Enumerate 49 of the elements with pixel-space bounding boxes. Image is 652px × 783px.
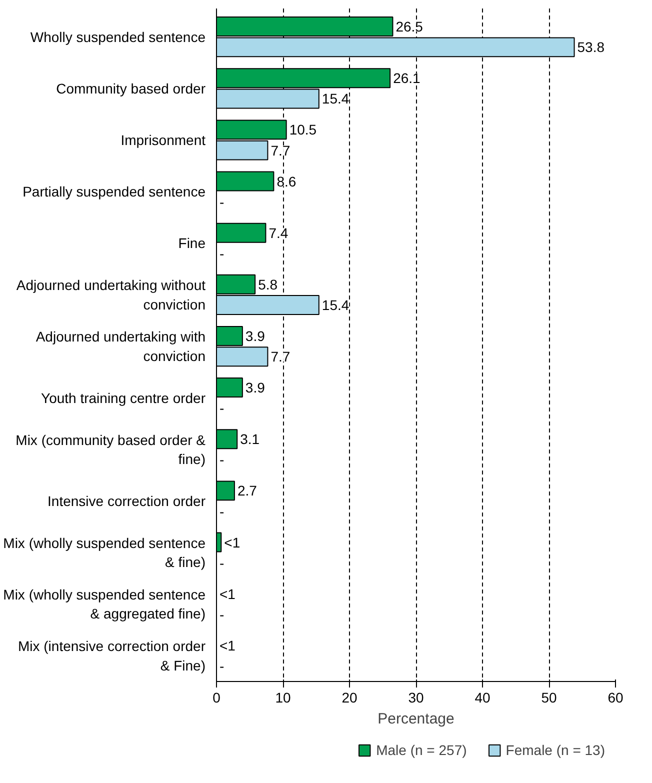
data-label: 7.7 (270, 348, 290, 365)
y-tick-label: Imprisonment (120, 132, 206, 148)
y-tick-label: Community based order (56, 80, 206, 96)
data-label: 15.4 (322, 90, 350, 107)
y-tick-label: Adjourned undertaking with conviction (36, 328, 206, 364)
legend-label: Male (n = 257) (376, 742, 467, 758)
y-tick-label: Mix (intensive correction order & Fine) (18, 638, 206, 674)
data-label: 26.5 (396, 18, 424, 35)
x-tick-label: 60 (608, 690, 624, 706)
data-label: 10.5 (289, 122, 317, 138)
data-label: 7.4 (268, 224, 288, 241)
y-tick-label: Youth training centre order (41, 390, 206, 406)
x-tick-label: 40 (474, 690, 490, 706)
y-tick-label: Mix (wholly suspended sentence & fine) (3, 534, 206, 570)
y-tick-label: Mix (community based order & fine) (16, 432, 206, 468)
data-label: 2.7 (237, 482, 258, 499)
data-label: 15.4 (322, 297, 350, 314)
y-tick-label: Intensive correction order (48, 493, 206, 509)
data-label: 3.9 (245, 328, 266, 344)
data-label: 53.8 (577, 39, 605, 56)
y-tick-label: Fine (178, 235, 206, 252)
text: - (220, 503, 224, 520)
x-tick-label: 0 (212, 690, 221, 706)
text: - (220, 194, 224, 210)
data-label: 26.1 (393, 70, 421, 86)
y-tick-label: Adjourned undertaking without conviction (16, 277, 206, 312)
data-label: 8.6 (276, 173, 296, 190)
data-label: 3.1 (240, 431, 260, 448)
data-label: 3.9 (245, 380, 266, 396)
text: - (220, 452, 224, 468)
y-tick-label: Mix (wholly suspended sentence & aggregated fine) (3, 586, 206, 622)
x-tick-label: 20 (342, 690, 358, 706)
text: - (220, 245, 224, 262)
x-tick-label: 10 (275, 690, 291, 706)
data-label: 7.7 (270, 142, 290, 158)
x-tick-label: 50 (541, 690, 557, 706)
y-tick-label: Wholly suspended sentence (30, 28, 206, 45)
legend-label: Female (n = 13) (506, 742, 605, 758)
text: <1 (220, 586, 236, 602)
y-tick-label: Partially suspended sentence (22, 184, 206, 200)
text: <1 (220, 637, 236, 654)
text: - (220, 658, 224, 674)
text: - (220, 554, 224, 571)
data-label: 5.8 (258, 276, 278, 292)
text: - (220, 606, 224, 622)
x-axis-title: Percentage (378, 710, 454, 728)
data-label: <1 (224, 534, 240, 550)
x-tick-label: 30 (408, 690, 424, 706)
text: - (220, 400, 224, 416)
